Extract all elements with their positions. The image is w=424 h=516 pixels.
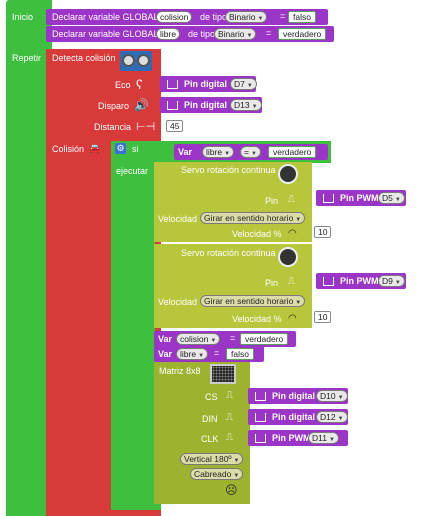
clk-pin-block[interactable]: Pin PWM D11 ▼ [248, 430, 348, 446]
direction-dropdown[interactable]: Girar en sentido horario ▼ [200, 295, 306, 307]
set-variable-block-1[interactable]: Var colision ▼ = verdadero [154, 331, 296, 347]
led-matrix-icon [210, 364, 236, 384]
pin-label: Pin [265, 278, 279, 288]
inicio-label: Inicio [12, 12, 34, 22]
car-icon: 🚘 [89, 143, 101, 153]
detect-title: Detecta colisión [52, 53, 116, 63]
velocidad-pct-label: Velocidad % [232, 314, 282, 324]
pin-dropdown[interactable]: D11 ▼ [308, 432, 339, 444]
digital-pin-icon: ⎍ [226, 412, 233, 423]
velocidad-pct-field[interactable]: 10 [314, 311, 332, 323]
declare-variable-block-1[interactable]: Declarar variable GLOBAL colision de tip… [46, 9, 328, 25]
angry-face-icon: ☹ [225, 483, 238, 497]
eco-label: Eco [115, 80, 131, 90]
pwm-icon: ⎍ [288, 194, 295, 205]
disparo-label: Disparo [98, 101, 130, 111]
disparo-pin-block[interactable]: Pin digital D13 ▼ [160, 97, 262, 113]
digital-pin-icon: ⎍ [226, 390, 233, 401]
pin-dropdown[interactable]: D10 ▼ [316, 390, 348, 402]
orientation-dropdown[interactable]: Vertical 180º ▼ [180, 453, 244, 465]
digital-pin-icon [167, 80, 178, 89]
pwm-pin-icon [255, 434, 266, 443]
matrix-8x8-block[interactable] [154, 362, 250, 504]
var-name-dropdown[interactable]: libre [156, 28, 181, 40]
servo-title: Servo rotación continua [181, 248, 276, 258]
set-variable-block-2[interactable]: Var libre ▼ = falso [154, 346, 264, 362]
velocidad-label: Velocidad [158, 214, 198, 224]
pin-dropdown[interactable]: D7 ▼ [230, 78, 257, 90]
digital-pin-icon [255, 392, 266, 401]
ultrasonic-sensor-icon [120, 51, 152, 71]
gear-icon[interactable]: ⚙ [115, 143, 126, 154]
distancia-field[interactable]: 45 [166, 120, 184, 132]
var-dropdown[interactable]: libre ▼ [176, 348, 209, 360]
distance-icon: ⊢⊣ [136, 121, 156, 133]
var-name-dropdown[interactable]: colision [156, 11, 193, 23]
value-field[interactable]: falso [288, 11, 316, 23]
type-dropdown[interactable]: Binario ▼ [225, 11, 268, 23]
pwm-icon: ⎍ [226, 432, 233, 443]
servo1-pin-block[interactable]: Pin PWM D5 ▼ [316, 190, 406, 206]
pwm-icon: ⎍ [288, 276, 295, 287]
servo-wheel-icon [278, 247, 298, 267]
digital-pin-icon [167, 101, 178, 110]
pin-label: Pin [265, 196, 279, 206]
servo2-pin-block[interactable]: Pin PWM D9 ▼ [316, 273, 406, 289]
velocidad-pct-label: Velocidad % [232, 229, 282, 239]
inicio-block[interactable] [6, 0, 52, 516]
type-dropdown[interactable]: Binario ▼ [214, 28, 257, 40]
speedometer-icon: ◠ [288, 228, 297, 239]
value-field[interactable]: verdadero [278, 28, 327, 40]
pin-dropdown[interactable]: D12 ▼ [316, 411, 348, 423]
if-block-footer [111, 500, 161, 510]
var-dropdown[interactable]: colision ▼ [176, 333, 221, 345]
operator-dropdown[interactable]: = ▼ [240, 146, 261, 158]
bool-value-field[interactable]: falso [226, 348, 254, 360]
din-label: DIN [202, 414, 218, 424]
expression-dropdown[interactable]: Cabreado ▼ [190, 468, 244, 480]
pin-dropdown[interactable]: D5 ▼ [378, 192, 405, 204]
digital-pin-icon [255, 413, 266, 422]
direction-dropdown[interactable]: Girar en sentido horario ▼ [200, 212, 306, 224]
servo-title: Servo rotación continua [181, 165, 276, 175]
si-label: si [132, 144, 139, 154]
ejecutar-label: ejecutar [116, 166, 149, 176]
pin-dropdown[interactable]: D13 ▼ [230, 99, 262, 111]
var-dropdown[interactable]: libre ▼ [202, 146, 235, 158]
pin-dropdown[interactable]: D9 ▼ [378, 275, 405, 287]
condition-compare-block[interactable]: Var libre ▼ = ▼ verdadero [174, 144, 328, 160]
colision-label: Colisión [52, 144, 85, 154]
velocidad-pct-field[interactable]: 10 [314, 226, 332, 238]
eco-pin-block[interactable]: Pin digital D7 ▼ [160, 76, 257, 92]
pwm-pin-icon [323, 194, 334, 203]
pwm-pin-icon [323, 277, 334, 286]
din-pin-block[interactable]: Pin digital D12 ▼ [248, 409, 348, 425]
cs-pin-block[interactable]: Pin digital D10 ▼ [248, 388, 348, 404]
clk-label: CLK [201, 434, 219, 444]
distancia-label: Distancia [94, 122, 132, 132]
speaker-icon: 🔊 [134, 98, 149, 112]
declare-variable-block-2[interactable]: Declarar variable GLOBAL libre de tipo B… [46, 26, 334, 42]
bool-value-field[interactable]: verdadero [240, 333, 289, 345]
speedometer-icon: ◠ [288, 313, 297, 324]
cs-label: CS [205, 392, 218, 402]
velocidad-label: Velocidad [158, 297, 198, 307]
if-block[interactable] [111, 141, 155, 510]
matrix-title: Matriz 8x8 [159, 366, 201, 376]
repetir-label: Repetir [12, 53, 42, 63]
ear-icon: ʕ [136, 77, 143, 92]
servo-wheel-icon [278, 164, 298, 184]
bool-value-field[interactable]: verdadero [268, 146, 317, 158]
